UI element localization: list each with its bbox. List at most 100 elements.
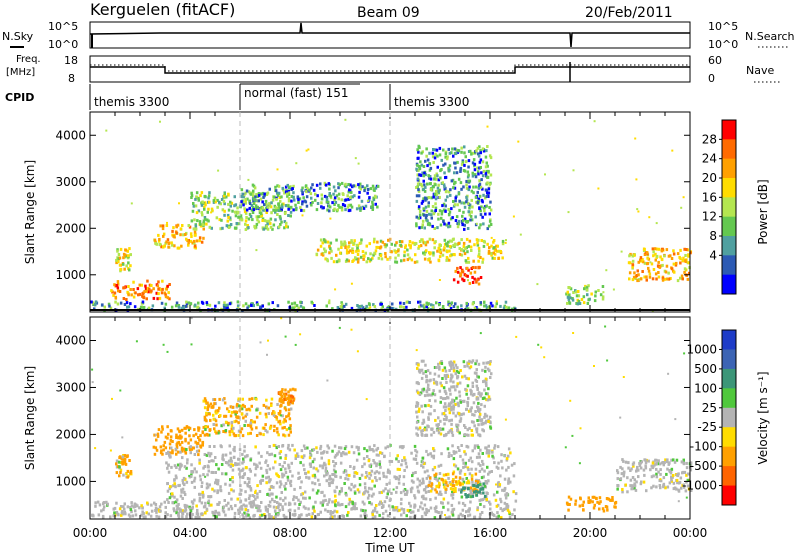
echo-cell	[385, 496, 389, 499]
echo-cell	[136, 287, 140, 291]
echo-cell	[457, 516, 460, 520]
echo-cell	[473, 424, 476, 428]
echo-cell	[353, 491, 357, 495]
echo-cell	[398, 508, 401, 512]
echo-cell	[155, 510, 158, 514]
echo-cell	[232, 448, 235, 452]
echo-cell	[465, 306, 468, 310]
echo-cell	[241, 476, 245, 479]
echo-cell	[488, 500, 491, 504]
echo-cell	[206, 210, 209, 214]
echo-cell	[445, 250, 449, 254]
echo-cell	[362, 257, 365, 261]
echo-cell	[220, 424, 223, 428]
echo-cell	[681, 259, 685, 262]
echo-cell	[477, 392, 480, 396]
echo-cell	[351, 185, 354, 189]
echo-cell	[368, 198, 371, 202]
echo-cell	[260, 212, 263, 216]
echo-cell	[435, 490, 438, 494]
echo-cell	[440, 384, 443, 388]
echo-cell	[476, 201, 479, 205]
echo-cell	[504, 507, 508, 511]
echo-cell	[480, 205, 483, 209]
noise-cell	[564, 446, 567, 449]
echo-cell	[639, 482, 643, 486]
echo-cell	[146, 279, 149, 283]
echo-cell	[173, 478, 176, 482]
echo-cell	[256, 205, 259, 209]
echo-cell	[342, 451, 345, 454]
echo-cell	[177, 440, 181, 444]
echo-cell	[387, 468, 390, 472]
echo-cell	[210, 503, 213, 507]
echo-cell	[378, 502, 381, 506]
echo-cell	[452, 360, 456, 364]
echo-cell	[337, 501, 340, 505]
echo-cell	[453, 242, 457, 246]
echo-cell	[170, 465, 173, 469]
echo-cell	[408, 501, 411, 505]
noise-panel-frame	[89, 21, 691, 49]
echo-cell	[489, 200, 492, 204]
echo-cell	[208, 412, 211, 416]
echo-cell	[586, 293, 589, 297]
echo-cell	[420, 184, 424, 188]
echo-cell	[239, 430, 242, 434]
echo-cell	[228, 302, 232, 306]
echo-cell	[506, 508, 510, 512]
echo-cell	[447, 300, 450, 304]
echo-cell	[503, 501, 507, 505]
echo-cell	[434, 183, 437, 187]
echo-cell	[277, 184, 281, 188]
echo-cell	[370, 494, 374, 498]
echo-cell	[477, 253, 481, 256]
echo-cell	[233, 204, 236, 208]
echo-cell	[451, 363, 455, 367]
echo-cell	[298, 514, 301, 518]
echo-cell	[435, 472, 438, 476]
echo-cell	[457, 242, 460, 245]
echo-cell	[479, 151, 482, 155]
echo-cell	[126, 505, 130, 509]
echo-cell	[249, 486, 253, 490]
echo-cell	[297, 516, 300, 520]
echo-cell	[175, 511, 178, 515]
echo-cell	[430, 196, 433, 200]
echo-cell	[475, 384, 479, 388]
echo-cell	[436, 154, 439, 158]
echo-cell	[115, 283, 118, 287]
echo-cell	[277, 502, 281, 506]
echo-cell	[159, 451, 163, 455]
echo-cell	[409, 487, 413, 491]
echo-cell	[500, 453, 503, 457]
echo-cell	[185, 300, 188, 304]
echo-cell	[351, 247, 354, 251]
echo-cell	[129, 470, 133, 473]
echo-cell	[398, 240, 402, 243]
echo-cell	[456, 280, 460, 284]
echo-cell	[167, 242, 170, 245]
echo-cell	[439, 432, 443, 436]
echo-cell	[203, 505, 207, 508]
echo-cell	[687, 487, 691, 491]
echo-cell	[262, 403, 266, 407]
echo-cell	[153, 238, 157, 242]
echo-cell	[486, 181, 489, 185]
echo-cell	[485, 204, 488, 208]
echo-cell	[611, 496, 614, 499]
echo-cell	[507, 481, 510, 485]
echo-cell	[453, 203, 457, 207]
echo-cell	[205, 482, 209, 486]
echo-cell	[438, 367, 441, 371]
echo-cell	[349, 196, 352, 200]
echo-cell	[360, 508, 363, 512]
echo-cell	[486, 227, 489, 231]
echo-cell	[450, 385, 453, 389]
noise-cell	[444, 514, 446, 516]
echo-cell	[371, 208, 374, 211]
echo-cell	[482, 361, 485, 365]
echo-cell	[356, 247, 359, 251]
echo-cell	[629, 261, 632, 265]
echo-cell	[173, 244, 176, 248]
